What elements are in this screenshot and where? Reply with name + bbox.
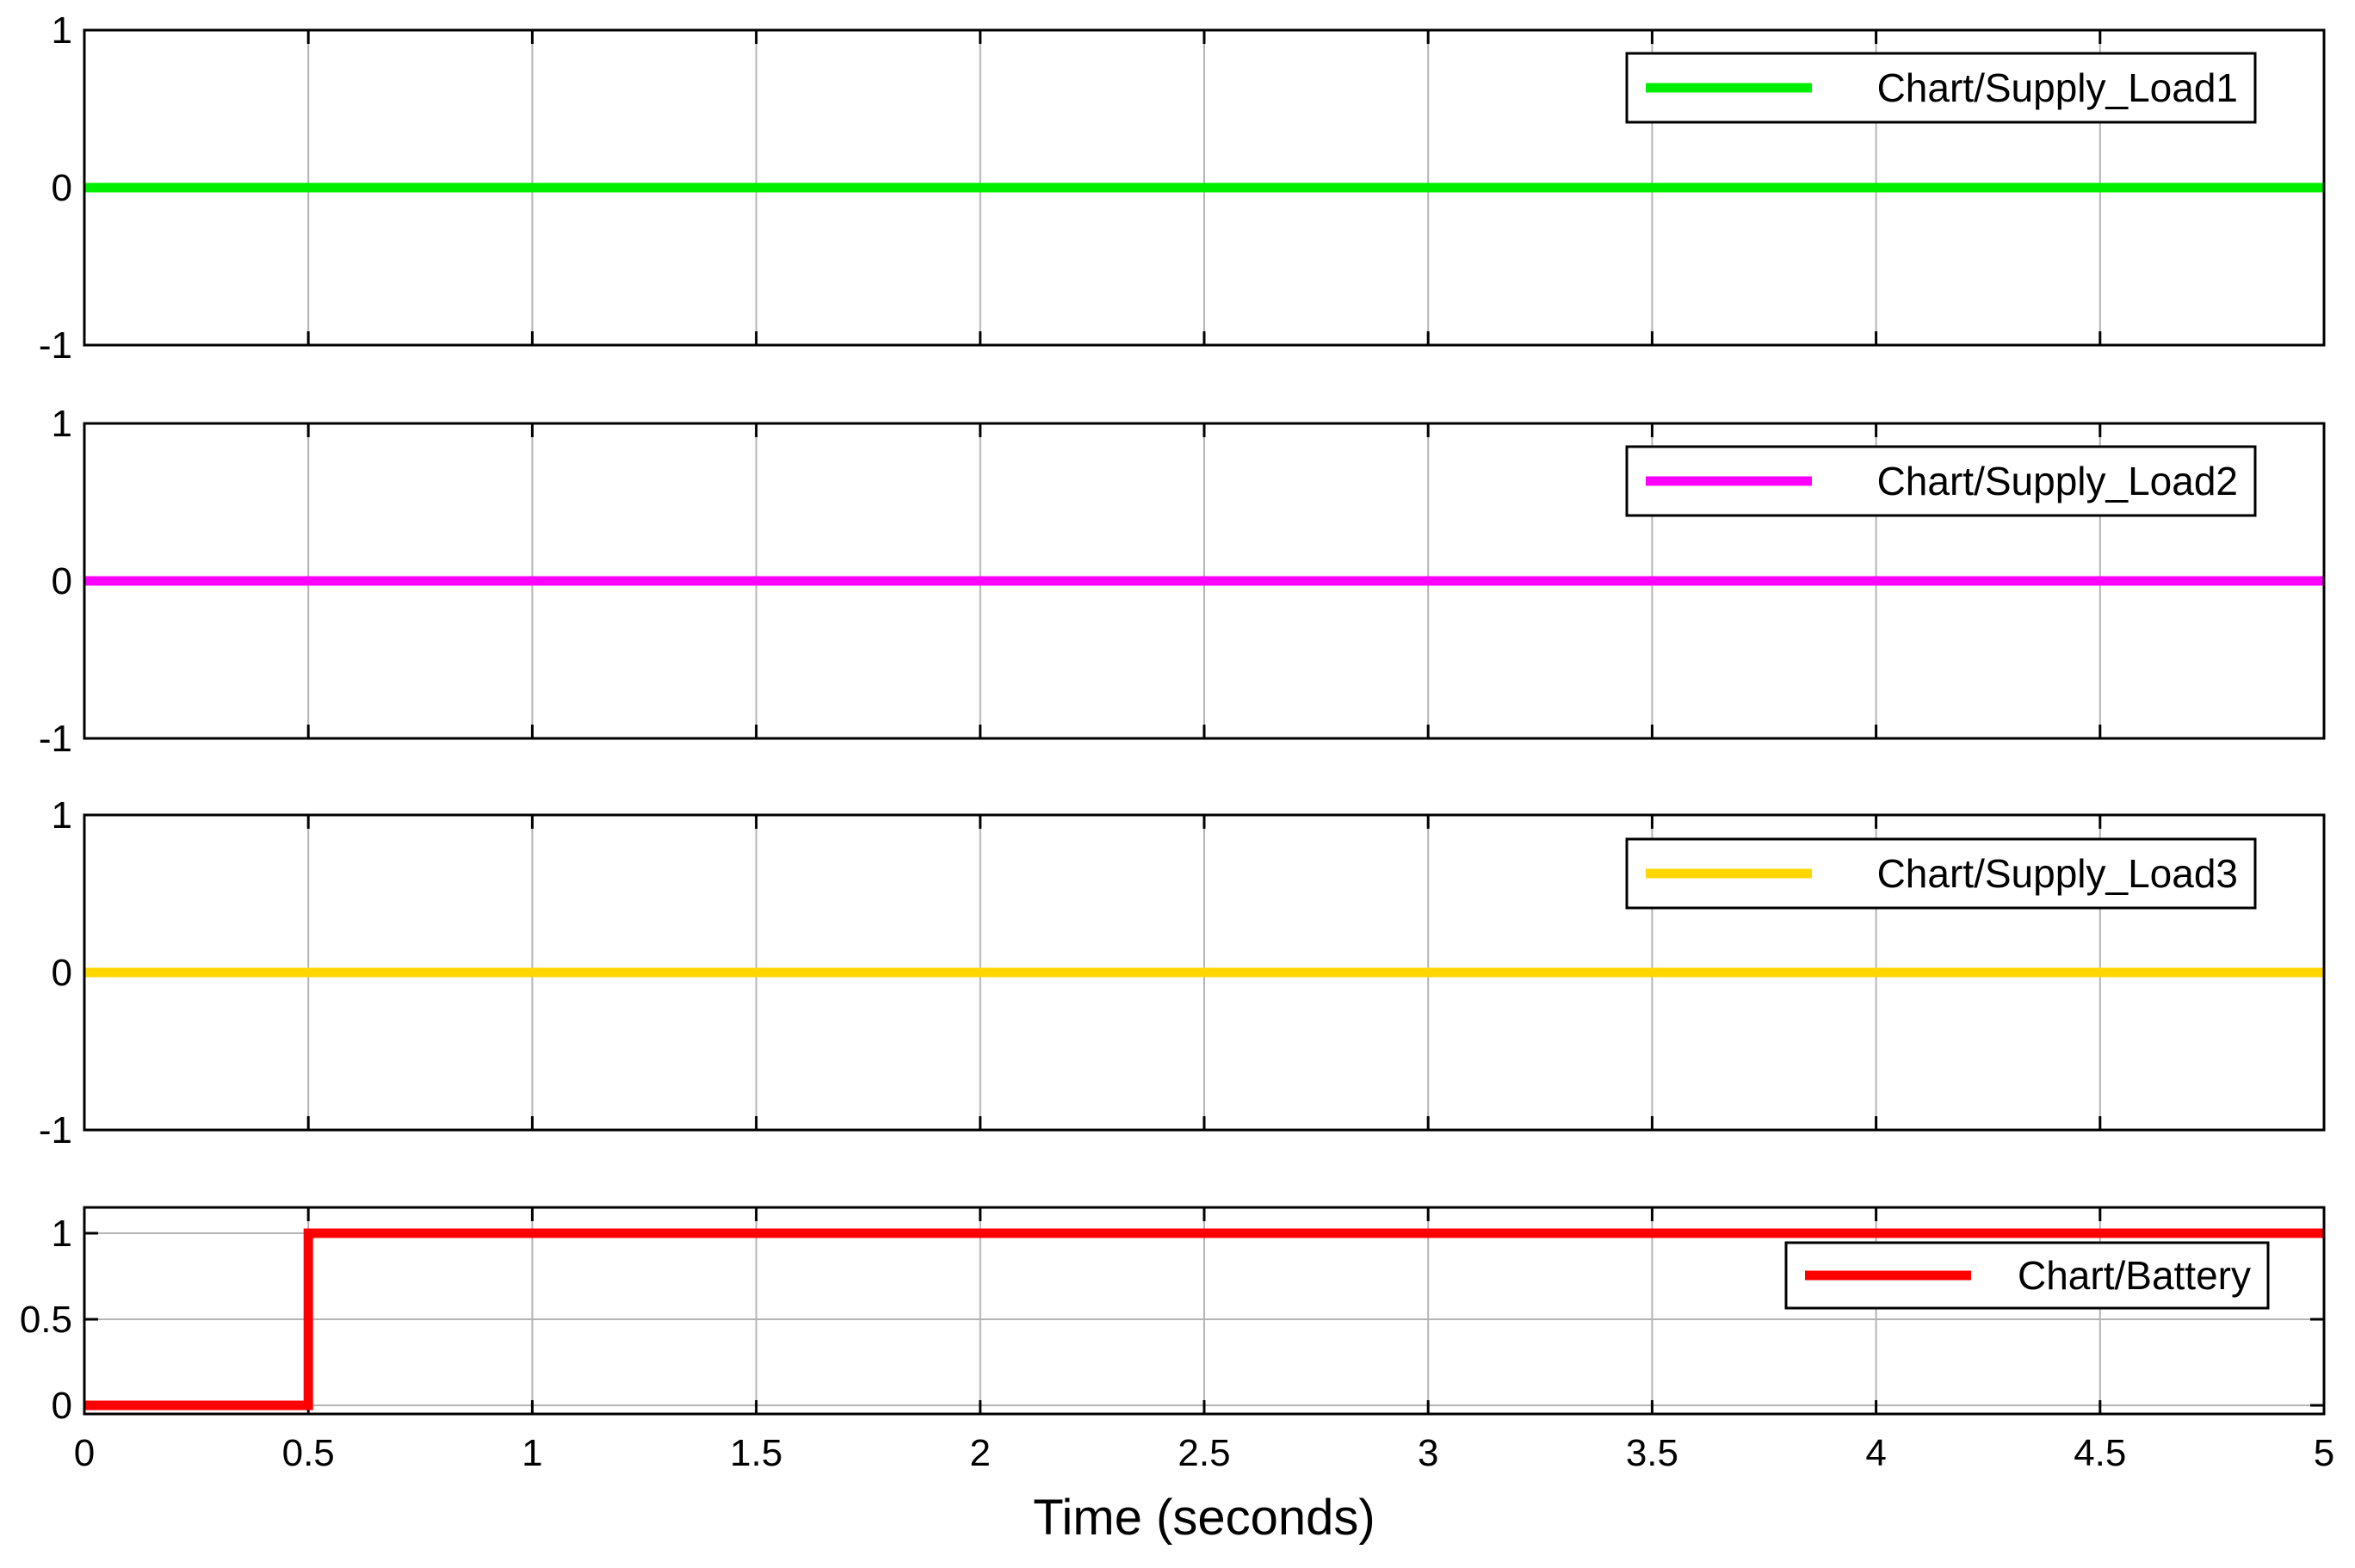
y-tick-label: 0.5 (20, 1299, 72, 1341)
y-tick-label: 1 (52, 9, 72, 52)
x-axis: 0 0.5 1 1.5 2 2.5 3 3.5 4 4.5 5 (74, 1432, 2334, 1474)
x-tick-label: 3 (1418, 1432, 1438, 1474)
y-tick-label: 1 (52, 1213, 72, 1255)
legend-label: Chart/Supply_Load2 (1877, 459, 2238, 503)
y-tick-label: -1 (39, 324, 72, 367)
y-tick-label: 1 (52, 794, 72, 836)
axes-frame (83, 422, 2326, 740)
x-tick-label: 4.5 (2074, 1432, 2126, 1474)
x-tick-label: 2 (970, 1432, 991, 1474)
x-axis-label: Time (seconds) (1033, 1490, 1375, 1546)
axes-frame (83, 28, 2326, 347)
subplot-4: 1 0.5 0 Chart/Battery (20, 1206, 2326, 1427)
y-tick-label: 0 (52, 952, 72, 994)
x-tick-label: 0.5 (282, 1432, 335, 1474)
y-tick-label: 1 (52, 403, 72, 445)
legend: Chart/Battery (1784, 1241, 2270, 1310)
legend-label: Chart/Supply_Load3 (1877, 851, 2238, 896)
y-tick-label: 0 (52, 1385, 72, 1427)
legend: Chart/Supply_Load3 (1625, 837, 2257, 910)
x-tick-label: 1 (522, 1432, 542, 1474)
subplot-2: 1 0 -1 Chart/Supply_Load2 (39, 403, 2326, 760)
x-tick-label: 3.5 (1626, 1432, 1678, 1474)
legend: Chart/Supply_Load2 (1625, 445, 2257, 517)
axes-frame (83, 1206, 2326, 1416)
legend: Chart/Supply_Load1 (1625, 52, 2257, 124)
legend-label: Chart/Supply_Load1 (1877, 65, 2238, 110)
x-tick-label: 2.5 (1178, 1432, 1230, 1474)
y-tick-label: -1 (39, 718, 72, 760)
legend-label: Chart/Battery (2018, 1253, 2251, 1298)
y-tick-label: 0 (52, 560, 72, 602)
x-tick-label: 0 (74, 1432, 95, 1474)
y-tick-label: 0 (52, 167, 72, 209)
y-tick-label: -1 (39, 1109, 72, 1151)
x-tick-label: 5 (2314, 1432, 2334, 1474)
subplot-1: 1 0 -1 Chart/Supply_Load1 (39, 9, 2326, 367)
subplot-3: 1 0 -1 Chart/Supply_Load3 (39, 794, 2326, 1151)
subplots: 1 0 -1 Chart/Supply_Load1 1 0 -1 Chart/Supply_L… (20, 9, 2326, 1427)
x-tick-label: 4 (1865, 1432, 1886, 1474)
x-tick-label: 1.5 (730, 1432, 782, 1474)
axes-frame (83, 813, 2326, 1132)
series-line-chart-battery (84, 1228, 2324, 1411)
